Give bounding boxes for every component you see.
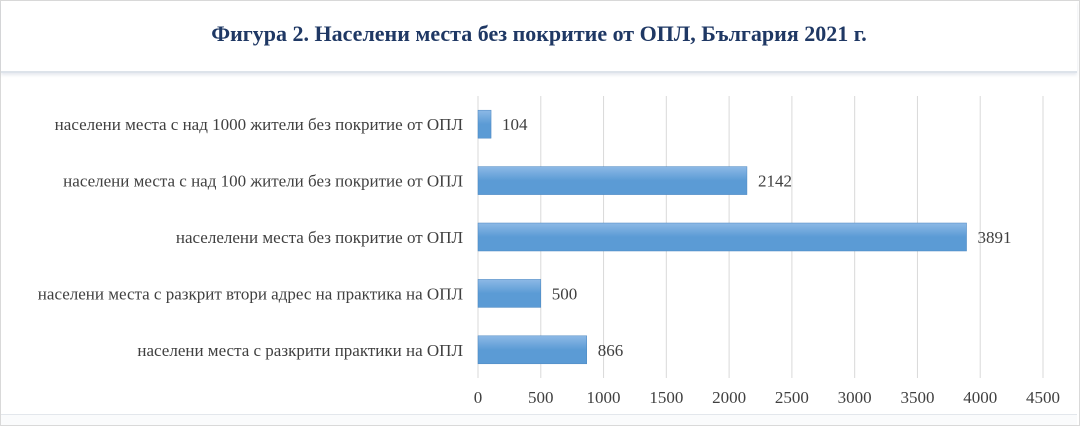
bar [477, 279, 542, 308]
x-tick-label: 1500 [649, 388, 683, 407]
x-axis-tick-labels: 0 500 1000 1500 2000 2500 3000 3500 4000 4500 [474, 388, 1060, 407]
category-label: населени места с разкрити практики на ОП… [137, 341, 463, 360]
x-tick-label: 3000 [838, 388, 872, 407]
bar [477, 109, 492, 139]
category-label: населени места с над 1000 жители без пок… [55, 115, 464, 134]
category-labels: населени места с над 1000 жители без пок… [38, 115, 464, 360]
category-label: населени места с над 100 жители без покр… [63, 172, 463, 191]
data-label: 104 [502, 115, 528, 134]
data-labels: 104 2142 3891 500 866 [502, 115, 1011, 360]
bottom-band [1, 414, 1077, 425]
data-label: 500 [552, 284, 578, 303]
x-tick-label: 1000 [587, 388, 621, 407]
bar [477, 166, 748, 195]
x-tick-label: 3500 [900, 388, 934, 407]
x-tick-label: 4000 [963, 388, 997, 407]
x-tick-label: 500 [528, 388, 554, 407]
data-label: 866 [598, 341, 624, 360]
bars [477, 109, 967, 365]
data-label: 2142 [758, 172, 792, 191]
category-label: населени места с разкрит втори адрес на … [38, 284, 464, 303]
x-tick-label: 4500 [1026, 388, 1060, 407]
bar [477, 335, 587, 365]
title-band: Фигура 2. Населени места без покритие от… [1, 1, 1077, 73]
x-tick-label: 2000 [712, 388, 746, 407]
x-tick-label: 2500 [775, 388, 809, 407]
category-label: населелени места без покритие от ОПЛ [176, 228, 464, 247]
data-label: 3891 [978, 228, 1012, 247]
chart-title: Фигура 2. Населени места без покритие от… [211, 21, 867, 46]
x-tick-label: 0 [474, 388, 483, 407]
bar [477, 222, 967, 252]
